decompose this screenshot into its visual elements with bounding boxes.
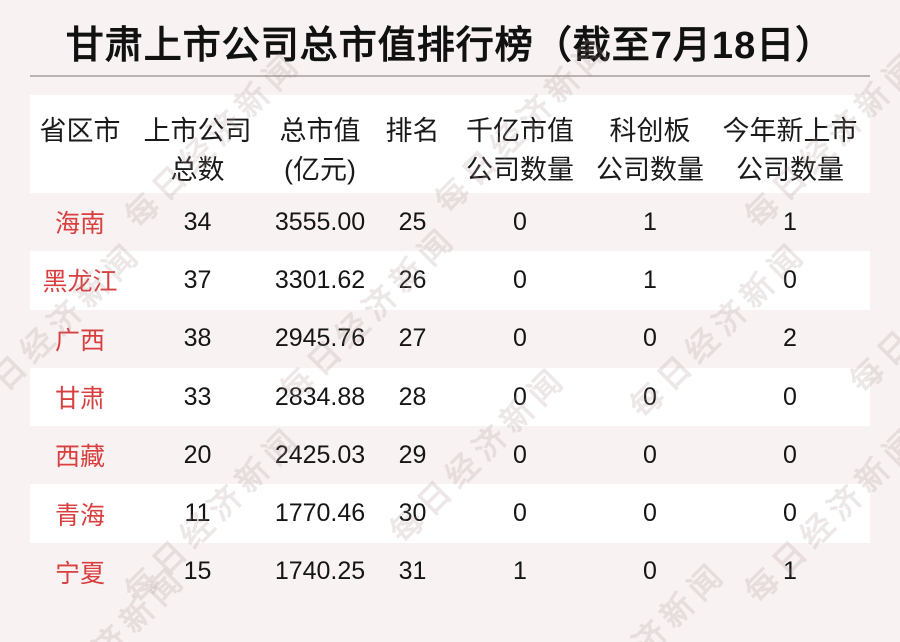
rank-cell: 29 (398, 440, 427, 469)
total-companies-cell: 34 (183, 207, 212, 236)
header-line: 公司数量 (736, 155, 844, 185)
star-board-cell: 1 (643, 207, 657, 236)
header-province: 省区市 (30, 95, 130, 193)
header-line: 总数 (170, 155, 225, 185)
100b-companies-cell: 0 (513, 440, 527, 469)
star-board-cell: 0 (643, 440, 657, 469)
header-line: 今年新上市 (722, 116, 858, 146)
header-total-companies: 上市公司 总数 (130, 95, 265, 193)
table-header-row: 省区市 上市公司 总数 总市值 (亿元) 排名 千亿市值 公司数量 科创板 公司数量 今… (30, 95, 870, 193)
ranking-table: 省区市 上市公司 总数 总市值 (亿元) 排名 千亿市值 公司数量 科创板 公司数量 今… (30, 95, 870, 601)
star-board-cell: 0 (643, 499, 657, 528)
total-companies-cell: 38 (183, 324, 212, 353)
market-cap-cell: 2834.88 (274, 382, 366, 411)
header-100b-companies: 千亿市值 公司数量 (450, 95, 590, 193)
table-row-gansu: 甘肃 33 2834.88 28 0 0 0 (30, 367, 870, 427)
new-listings-cell: 1 (783, 557, 797, 586)
total-companies-cell: 11 (184, 499, 211, 528)
title-divider (30, 75, 870, 77)
header-line: (亿元) (284, 155, 356, 185)
star-board-cell: 1 (643, 265, 657, 294)
market-cap-cell: 2425.03 (274, 440, 366, 469)
header-line: 排名 (385, 116, 440, 146)
total-companies-cell: 37 (183, 265, 212, 294)
header-line: 省区市 (39, 116, 121, 146)
table-row-qinghai: 青海 11 1770.46 30 0 0 0 (30, 484, 870, 543)
market-cap-cell: 2945.76 (274, 324, 366, 353)
market-cap-cell: 1770.46 (274, 499, 366, 528)
rank-cell: 26 (398, 265, 427, 294)
new-listings-cell: 1 (783, 207, 797, 236)
table-row-hainan: 海南 34 3555.00 25 0 1 1 (30, 193, 870, 251)
province-cell: 甘肃 (54, 385, 105, 414)
total-companies-cell: 33 (183, 382, 212, 411)
market-cap-cell: 3301.62 (274, 265, 366, 294)
rank-cell: 28 (398, 382, 427, 411)
header-line: 千亿市值 (466, 116, 574, 146)
100b-companies-cell: 0 (513, 382, 527, 411)
province-cell: 黑龙江 (42, 268, 118, 297)
rank-cell: 25 (398, 207, 427, 236)
province-cell: 广西 (54, 326, 105, 355)
star-board-cell: 0 (643, 324, 657, 353)
province-cell: 西藏 (54, 443, 105, 472)
table-row-heilongjiang: 黑龙江 37 3301.62 26 0 1 0 (30, 251, 870, 310)
rank-cell: 27 (398, 324, 427, 353)
table-row-xizang: 西藏 20 2425.03 29 0 0 0 (30, 426, 870, 484)
100b-companies-cell: 0 (513, 499, 527, 528)
table-row-ningxia: 宁夏 15 1740.25 31 1 0 1 (30, 543, 870, 601)
province-cell: 海南 (54, 210, 105, 239)
star-board-cell: 0 (643, 382, 657, 411)
rank-cell: 30 (398, 499, 427, 528)
header-line: 公司数量 (466, 155, 574, 185)
new-listings-cell: 0 (783, 440, 797, 469)
page-title: 甘肃上市公司总市值排行榜（截至7月18日） (65, 25, 835, 67)
header-line: 总市值 (279, 116, 361, 146)
star-board-cell: 0 (643, 557, 657, 586)
total-companies-cell: 20 (183, 440, 212, 469)
new-listings-cell: 0 (783, 499, 797, 528)
header-line: 上市公司 (143, 116, 252, 146)
header-star-board-companies: 科创板 公司数量 (590, 95, 710, 193)
header-market-cap: 总市值 (亿元) (265, 95, 375, 193)
new-listings-cell: 2 (783, 324, 797, 353)
market-cap-cell: 3555.00 (274, 207, 366, 236)
100b-companies-cell: 0 (513, 265, 527, 294)
market-cap-cell: 1740.25 (274, 557, 366, 586)
header-line: 科创板 (609, 116, 691, 146)
header-new-listings: 今年新上市 公司数量 (710, 95, 870, 193)
table-row-guangxi: 广西 38 2945.76 27 0 0 2 (30, 310, 870, 368)
header-rank: 排名 (375, 95, 450, 193)
100b-companies-cell: 0 (513, 207, 527, 236)
province-cell: 宁夏 (54, 559, 105, 588)
header-line: 公司数量 (596, 155, 704, 185)
100b-companies-cell: 1 (513, 557, 527, 586)
new-listings-cell: 0 (783, 265, 797, 294)
total-companies-cell: 15 (183, 557, 212, 586)
rank-cell: 31 (398, 557, 427, 586)
province-cell: 青海 (54, 501, 105, 530)
100b-companies-cell: 0 (513, 324, 527, 353)
new-listings-cell: 0 (783, 382, 797, 411)
